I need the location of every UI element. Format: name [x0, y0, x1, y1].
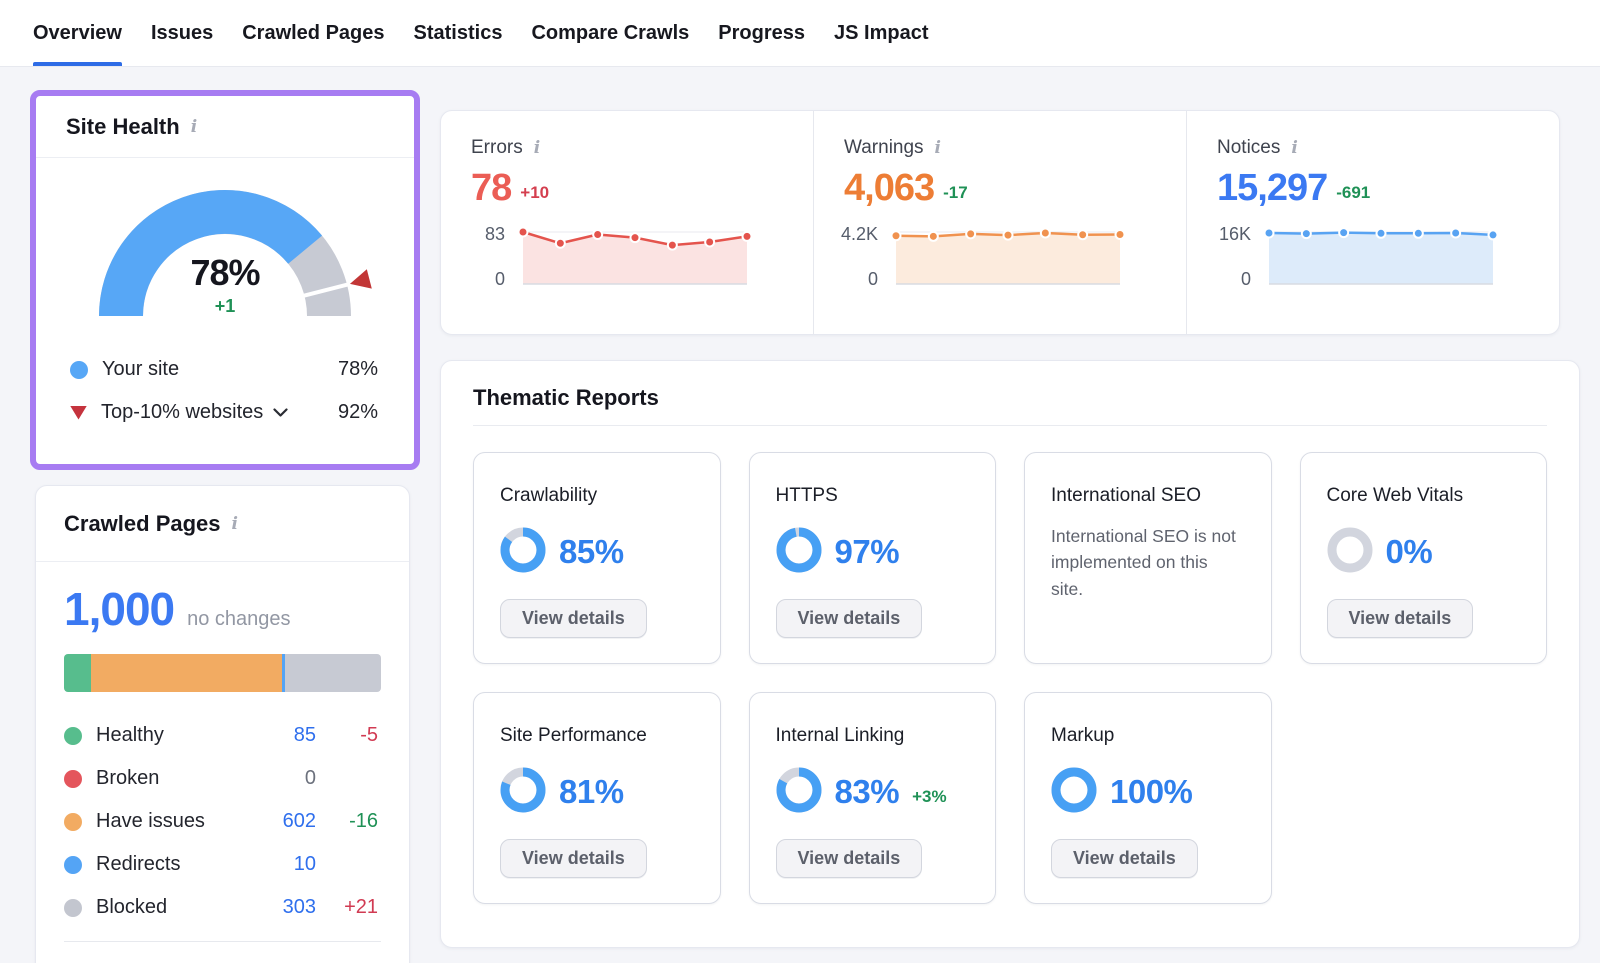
errors-sparkline	[515, 222, 755, 299]
donut-chart	[500, 527, 546, 578]
notices-delta: -691	[1336, 182, 1371, 202]
notices-sparkline	[1261, 222, 1501, 299]
tab-js-impact[interactable]: JS Impact	[834, 21, 929, 44]
donut-chart	[1327, 527, 1373, 578]
y-axis-max: 83	[484, 224, 505, 244]
tab-crawled-pages[interactable]: Crawled Pages	[242, 21, 385, 44]
site-health-card: Site Health i 78% +1 Your site 78% Top-1…	[30, 90, 420, 470]
warnings-sparkline	[888, 222, 1128, 299]
view-details-button[interactable]: View details	[500, 599, 647, 638]
tab-progress[interactable]: Progress	[718, 21, 806, 44]
notices-title: Notices	[1217, 137, 1281, 158]
y-axis-min: 0	[494, 269, 505, 289]
site-health-delta: +1	[214, 296, 236, 316]
legend-row-have-issues: Have issues 602 -16	[64, 800, 381, 843]
thematic-card-international-seo: International SEO International SEO is n…	[1024, 452, 1272, 664]
thematic-reports-panel: Thematic Reports Crawlability 85% View d…	[440, 360, 1580, 948]
gray-dot-icon	[64, 898, 82, 917]
blue-dot-icon	[64, 855, 82, 874]
legend-label: Your site	[102, 358, 180, 380]
tab-issues[interactable]: Issues	[150, 21, 214, 44]
site-health-title: Site Health	[66, 113, 180, 139]
donut-chart	[500, 767, 546, 818]
legend-value: 92%	[337, 401, 378, 423]
red-dot-icon	[64, 769, 82, 788]
info-icon[interactable]: i	[1291, 138, 1298, 158]
divider	[473, 425, 1547, 426]
triangle-down-icon	[70, 405, 87, 420]
green-dot-icon	[64, 726, 82, 745]
crawled-pages-card: Crawled Pages i 1,000 no changes Healthy…	[35, 485, 410, 963]
legend-value: 78%	[337, 358, 378, 380]
errors-count[interactable]: 78	[471, 167, 512, 209]
errors-delta: +10	[520, 182, 550, 202]
bar-segment-healthy[interactable]	[64, 654, 91, 692]
info-icon[interactable]: i	[190, 116, 198, 137]
warnings-title: Warnings	[844, 137, 924, 158]
thematic-card-https: HTTPS 97% View details	[748, 452, 996, 664]
crawled-pages-total: 1,000	[64, 583, 175, 635]
international-seo-description: International SEO is not implemented on …	[1051, 526, 1236, 599]
orange-dot-icon	[64, 812, 82, 831]
legend-row-broken: Broken 0	[64, 757, 381, 800]
y-axis-min: 0	[867, 269, 878, 289]
crawled-pages-header: Crawled Pages i	[36, 486, 409, 562]
legend-row-blocked: Blocked 303 +21	[64, 886, 381, 929]
thematic-card-markup: Markup 100% View details	[1024, 692, 1272, 904]
view-details-button[interactable]: View details	[1051, 839, 1198, 878]
notices-count[interactable]: 15,297	[1217, 167, 1328, 209]
thematic-card-site-performance: Site Performance 81% View details	[473, 692, 721, 904]
site-health-score: 78%	[190, 252, 260, 293]
info-icon[interactable]: i	[934, 138, 942, 158]
info-icon[interactable]: i	[533, 138, 541, 158]
warnings-column: Warnings i 4,063 -17 4.2K 0	[813, 111, 1186, 334]
warnings-delta: -17	[943, 182, 968, 202]
legend-row-healthy: Healthy 85 -5	[64, 714, 381, 757]
thematic-card-core-web-vitals: Core Web Vitals 0% View details	[1299, 452, 1547, 664]
view-details-button[interactable]: View details	[775, 839, 923, 878]
donut-chart	[1051, 767, 1097, 818]
legend-row-redirects: Redirects 10	[64, 843, 381, 886]
tab-overview[interactable]: Overview	[33, 0, 122, 66]
tab-bar: Overview Issues Crawled Pages Statistics…	[0, 0, 1600, 67]
crawled-pages-stacked-bar	[64, 654, 381, 692]
crawled-pages-title: Crawled Pages	[64, 510, 221, 536]
y-axis-min: 0	[1240, 269, 1251, 289]
thematic-card-internal-linking: Internal Linking 83% +3% View details	[748, 692, 996, 904]
blue-dot-icon	[70, 360, 88, 379]
issues-summary-card: Errors i 78 +10 83 0 Warnings i 4,063 -17 …	[440, 110, 1560, 335]
y-axis-max: 16K	[1218, 224, 1251, 244]
view-details-button[interactable]: View details	[775, 599, 923, 638]
bar-segment-redirects[interactable]	[281, 654, 285, 692]
legend-row-benchmark[interactable]: Top-10% websites 92%	[70, 391, 378, 434]
thematic-card-crawlability: Crawlability 85% View details	[473, 452, 721, 664]
tab-compare-crawls[interactable]: Compare Crawls	[531, 21, 690, 44]
errors-title: Errors	[471, 137, 523, 158]
crawled-pages-note: no changes	[187, 608, 291, 630]
site-health-header: Site Health i	[36, 96, 414, 158]
site-health-gauge: 78% +1	[70, 164, 380, 336]
errors-column: Errors i 78 +10 83 0	[441, 111, 813, 334]
donut-chart	[776, 767, 822, 818]
legend-label: Top-10% websites	[101, 401, 264, 423]
view-details-button[interactable]: View details	[1326, 599, 1474, 638]
y-axis-max: 4.2K	[840, 224, 878, 244]
thematic-reports-title: Thematic Reports	[473, 385, 659, 410]
warnings-count[interactable]: 4,063	[844, 167, 935, 209]
bar-segment-blocked[interactable]	[284, 654, 381, 692]
legend-row-your-site: Your site 78%	[70, 348, 378, 391]
bar-segment-have-issues[interactable]	[90, 654, 282, 692]
info-icon[interactable]: i	[231, 513, 238, 534]
internal-linking-delta: +3%	[912, 787, 947, 806]
chevron-down-icon[interactable]	[273, 407, 288, 418]
donut-chart	[776, 527, 822, 578]
notices-column: Notices i 15,297 -691 16K 0	[1186, 111, 1559, 334]
tab-statistics[interactable]: Statistics	[413, 21, 503, 44]
divider	[64, 941, 381, 942]
view-details-button[interactable]: View details	[500, 839, 647, 878]
